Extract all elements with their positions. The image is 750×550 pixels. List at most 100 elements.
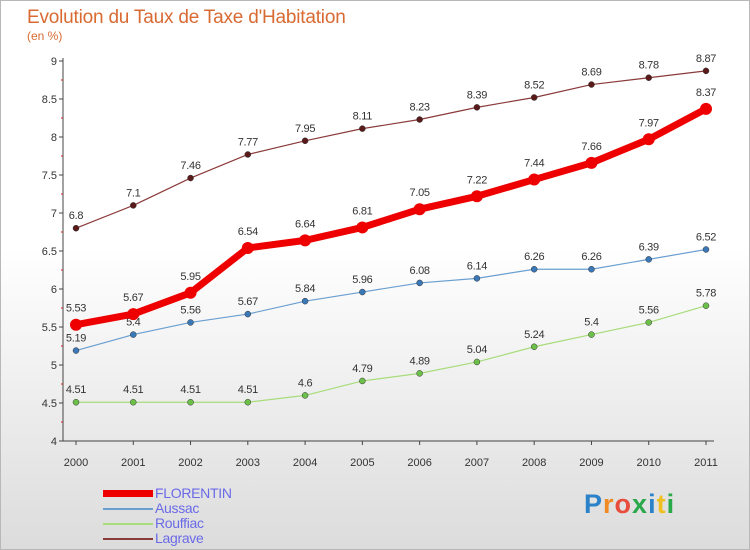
data-label: 4.89 [410,355,430,367]
data-label: 6.52 [696,231,716,243]
legend-label: Aussac [155,500,200,516]
data-label: 5.96 [352,274,372,286]
data-point [473,358,481,366]
data-label: 6.26 [524,251,544,263]
data-point [530,94,538,101]
data-point [359,288,366,296]
data-point [187,398,194,406]
legend-swatch [103,508,153,510]
data-point [642,133,655,146]
legend-swatch [103,490,153,497]
data-point [130,331,137,338]
x-tick-label: 2007 [465,457,489,469]
series-line-aussac [75,248,707,352]
data-label: 7.66 [581,141,601,153]
data-point [130,398,137,406]
data-label: 7.46 [180,160,200,172]
data-label: 8.23 [410,102,430,114]
data-label: 4.51 [123,384,143,396]
data-label: 6.26 [581,251,601,263]
data-point [184,286,197,299]
data-point [530,343,538,351]
data-label: 5.84 [295,283,315,295]
data-label: 7.77 [238,136,258,148]
data-point [530,265,538,273]
data-point [413,203,426,216]
data-label: 4.51 [66,384,86,396]
data-point [301,297,309,305]
data-point [473,275,481,282]
data-label: 8.11 [353,111,373,123]
data-label: 8.37 [696,87,716,99]
series-layer: 6.8 7.1 7.46 7.77 7.95 8.11 8.23 8.39 8.52 8.69 8.… [66,53,717,406]
series-lagrave: 6.8 7.1 7.46 7.77 7.95 8.11 8.23 8.39 8.52 8.69 8.… [69,53,717,232]
data-label: 5.78 [696,288,716,300]
x-tick-label: 2010 [636,457,660,469]
data-point [702,67,710,75]
data-label: 5.24 [524,329,544,341]
y-tick-label: 4.5 [42,398,57,410]
data-label: 5.95 [180,271,200,283]
data-label: 6.54 [238,226,258,238]
y-tick-label: 5.5 [42,322,57,334]
data-point [244,151,252,158]
data-point [72,398,80,406]
series-aussac: 5.19 5.4 5.56 5.67 5.84 5.96 6.08 6.14 6.26 6.26 6… [66,231,717,354]
series-line-rouffiac [75,305,707,403]
data-label: 5.4 [584,317,599,329]
data-point [416,279,423,287]
data-point [528,173,541,186]
data-label: 7.95 [295,123,315,135]
data-point [359,377,366,385]
data-point [127,308,140,321]
y-tick-label: 8 [51,132,57,144]
data-label: 7.1 [126,187,141,199]
data-label: 7.97 [639,117,659,129]
data-label: 5.19 [66,333,86,345]
legend-label: FLORENTIN [155,485,232,501]
data-point [301,137,309,145]
data-label: 8.78 [639,60,659,72]
data-point [645,256,652,263]
data-label: 8.69 [581,67,601,79]
data-point [301,392,309,399]
series-line-florentin [72,105,710,329]
y-tick-label: 6.5 [42,246,57,258]
series-rouffiac: 4.51 4.51 4.51 4.51 4.6 4.79 4.89 5.04 5.24 5.4 5.… [66,288,717,406]
data-label: 6.08 [410,265,430,277]
data-point [356,221,369,234]
y-tick-label: 8.5 [42,94,57,106]
data-point [702,246,710,253]
y-tick-label: 7.5 [42,170,57,182]
data-label: 5.53 [66,303,86,315]
data-point [70,318,82,331]
x-tick-label: 2000 [64,457,88,469]
y-tick-label: 7 [51,208,57,220]
legend-swatch [103,538,153,540]
data-point [585,156,598,169]
data-label: 4.51 [238,384,258,396]
data-label: 4.6 [298,377,313,389]
legend-label: Lagrave [155,530,204,546]
x-tick-label: 2008 [522,457,546,469]
x-tick-label: 2003 [236,457,260,469]
x-tick-label: 2009 [579,457,603,469]
data-label: 7.44 [524,158,544,170]
data-point [470,190,483,203]
legend-swatch [103,523,153,525]
data-point [130,202,137,209]
data-label: 5.56 [639,304,659,316]
data-point [244,398,252,406]
x-tick-label: 2006 [407,457,431,469]
data-label: 5.04 [467,344,487,356]
data-label: 5.67 [123,292,143,304]
data-label: 6.8 [69,210,84,222]
data-label: 7.22 [467,174,487,186]
x-tick-label: 2002 [178,457,202,469]
data-point [416,370,423,377]
y-tick-label: 4 [51,436,57,448]
y-tick-label: 6 [51,284,57,296]
